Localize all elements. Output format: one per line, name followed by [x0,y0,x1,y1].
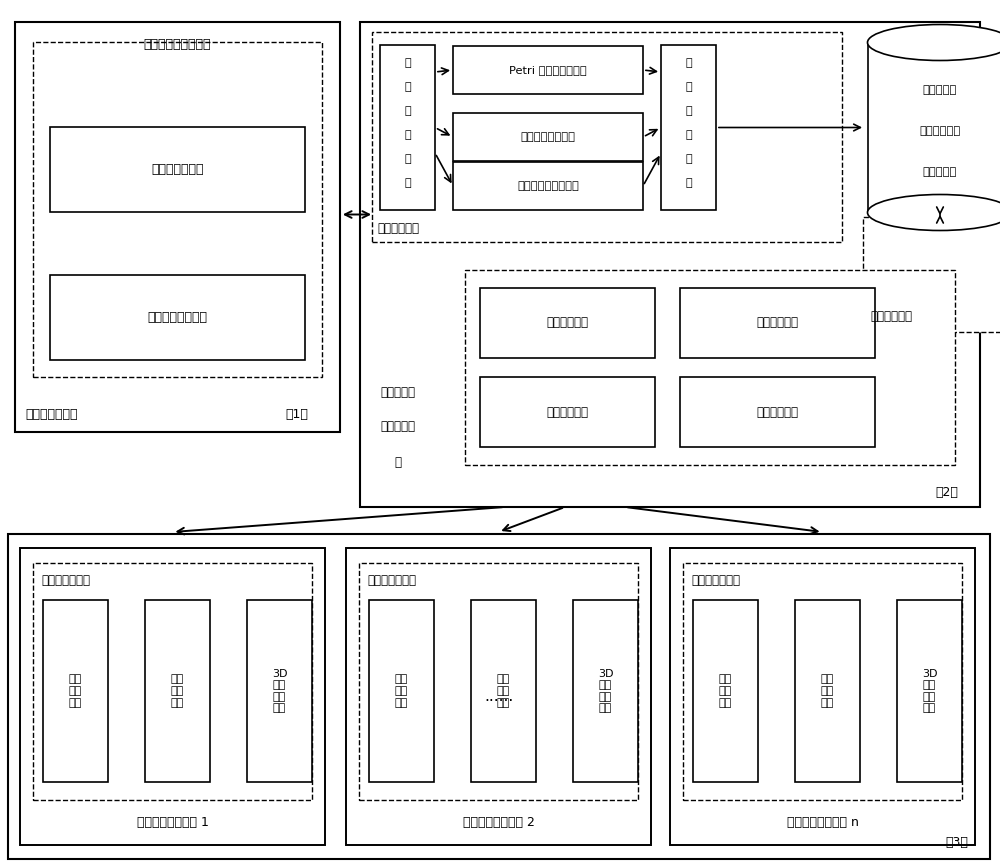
Text: 维修
手册
模块: 维修 手册 模块 [395,675,408,707]
Text: 实: 实 [404,130,411,140]
Text: 操作动作选择: 操作动作选择 [757,316,798,329]
Bar [453,162,643,210]
Text: 维修任务数据库: 维修任务数据库 [151,163,204,176]
Text: 景: 景 [685,130,692,140]
Text: 维修
手册
模块: 维修 手册 模块 [69,675,82,707]
Text: 据库，操作序: 据库，操作序 [919,126,961,136]
Text: 虚拟场景数: 虚拟场景数 [923,85,957,95]
Text: 列数据链表: 列数据链表 [923,166,957,177]
Bar [573,600,638,782]
Bar [480,377,655,447]
Ellipse shape [868,24,1000,61]
Bar [33,42,322,377]
Bar [15,22,340,432]
Text: 虚: 虚 [404,58,411,68]
Bar [20,548,325,845]
Bar [795,600,860,782]
Text: 时: 时 [685,82,692,92]
Text: 拆装工具选择: 拆装工具选择 [547,316,589,329]
Bar [897,600,962,782]
Text: 人机交互终端: 人机交互终端 [870,310,912,323]
Bar [680,288,875,358]
Bar [359,563,638,800]
Text: 学员客户端计算机 2: 学员客户端计算机 2 [463,817,534,830]
Text: 共享资源约束机制: 共享资源约束机制 [520,132,576,142]
Text: 引: 引 [404,154,411,164]
Text: 驾驶
舱内
视景: 驾驶 舱内 视景 [497,675,510,707]
Ellipse shape [868,194,1000,231]
Text: （2）: （2） [935,486,958,499]
Bar [683,563,962,800]
Text: 拆装航材选择: 拆装航材选择 [547,406,589,419]
Text: 学员客户端软件: 学员客户端软件 [691,575,740,588]
Text: 学员客户端计算机 n: 学员客户端计算机 n [787,817,858,830]
Text: 场景一致性实现约束: 场景一致性实现约束 [517,181,579,191]
Bar [247,600,312,782]
Text: 3D
飞机
仿真
环境: 3D 飞机 仿真 环境 [272,668,287,714]
Bar [465,270,955,465]
Bar [8,534,990,859]
Text: 场: 场 [685,106,692,116]
Text: 器: 器 [394,455,402,468]
Bar [471,600,536,782]
Text: 驾驶
舱内
视景: 驾驶 舱内 视景 [171,675,184,707]
Text: 擎: 擎 [404,178,411,188]
Text: 驾驶
舱内
视景: 驾驶 舱内 视景 [821,675,834,707]
Text: 学员客户端计算机 1: 学员客户端计算机 1 [137,817,208,830]
Text: 真系统服务: 真系统服务 [380,420,416,434]
Text: 3D
飞机
仿真
环境: 3D 飞机 仿真 环境 [922,668,937,714]
Text: （3）: （3） [945,836,968,849]
Text: （1）: （1） [285,407,308,420]
Text: 视景调整模块: 视景调整模块 [757,406,798,419]
Text: 拟: 拟 [404,82,411,92]
Bar [680,377,875,447]
Text: 现: 现 [404,106,411,116]
Text: 学员客户端软件: 学员客户端软件 [41,575,90,588]
Bar [670,548,975,845]
Bar [145,600,210,782]
Text: 维修
手册
模块: 维修 手册 模块 [719,675,732,707]
Bar [693,600,758,782]
Text: 实: 实 [685,58,692,68]
Text: 教员控制客户端软件: 教员控制客户端软件 [144,37,211,50]
Text: ......: ...... [484,689,514,704]
Text: 渲: 渲 [685,154,692,164]
Text: 飞机虚拟仿: 飞机虚拟仿 [380,386,416,399]
Text: 学员客户端软件: 学员客户端软件 [367,575,416,588]
Bar [862,218,1000,332]
Bar [50,275,305,360]
Text: 3D
飞机
仿真
环境: 3D 飞机 仿真 环境 [598,668,613,714]
Bar [480,288,655,358]
Bar [369,600,434,782]
Bar [453,113,643,161]
Text: 维修成绩评估模块: 维修成绩评估模块 [148,311,208,324]
Bar [50,127,305,212]
Bar [372,32,842,242]
Text: Petri 网协同关系模型: Petri 网协同关系模型 [509,65,587,75]
Bar [33,563,312,800]
Text: 染: 染 [685,178,692,188]
Bar [661,45,716,210]
Text: 虚拟现实场景: 虚拟现实场景 [377,223,419,236]
Bar [380,45,435,210]
Bar [453,46,643,94]
Bar [43,600,108,782]
Bar [868,42,1000,212]
Text: 教员控制客户端: 教员控制客户端 [25,407,78,420]
Bar [346,548,651,845]
Bar [360,22,980,507]
